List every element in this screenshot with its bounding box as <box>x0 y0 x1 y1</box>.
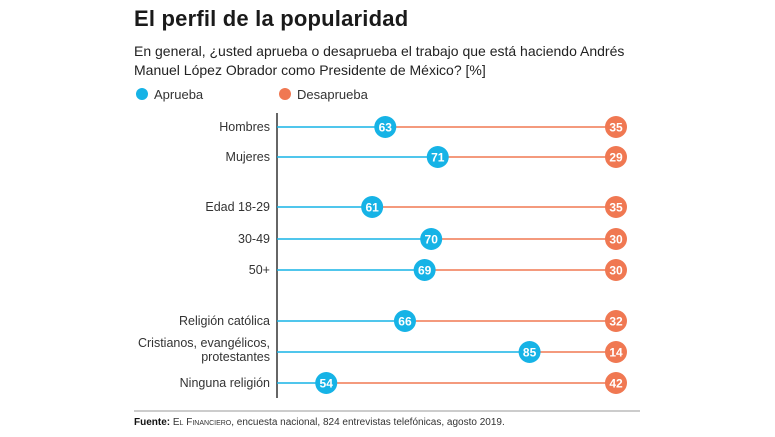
desaprueba-value-label: 42 <box>609 377 623 391</box>
category-label: Cristianos, evangélicos, protestantes <box>138 336 270 364</box>
desaprueba-dot <box>605 146 627 168</box>
desaprueba-dot <box>605 116 627 138</box>
aprueba-dot <box>393 310 416 332</box>
aprueba-dot <box>361 196 384 218</box>
aprueba-value-label: 71 <box>431 151 445 165</box>
source-label: Fuente: <box>134 417 171 428</box>
aprueba-dot <box>413 259 436 281</box>
category-label: 50+ <box>249 263 270 277</box>
aprueba-dot <box>518 341 541 363</box>
legend-swatch-aprueba <box>136 88 148 100</box>
legend-label-desaprueba: Desaprueba <box>297 87 369 102</box>
aprueba-dot <box>426 146 449 168</box>
aprueba-value-label: 69 <box>418 264 432 278</box>
chart-title: El perfil de la popularidad <box>134 6 409 31</box>
desaprueba-value-label: 35 <box>609 121 623 135</box>
aprueba-value-label: 54 <box>320 377 334 391</box>
desaprueba-dot <box>605 372 627 394</box>
category-label: Mujeres <box>226 150 270 164</box>
aprueba-dot <box>315 372 338 394</box>
desaprueba-value-label: 14 <box>609 346 623 360</box>
aprueba-dot <box>374 116 397 138</box>
category-label: Religión católica <box>179 314 270 328</box>
desaprueba-dot <box>605 259 627 281</box>
aprueba-dot <box>420 228 443 250</box>
category-label: 30-49 <box>238 232 270 246</box>
desaprueba-value-label: 29 <box>609 151 623 165</box>
desaprueba-dot <box>605 196 627 218</box>
aprueba-value-label: 70 <box>425 233 439 247</box>
desaprueba-value-label: 32 <box>609 315 623 329</box>
aprueba-value-label: 85 <box>523 346 537 360</box>
desaprueba-value-label: 30 <box>609 233 623 247</box>
category-label: Ninguna religión <box>180 376 270 390</box>
chart-subtitle: En general, ¿usted aprueba o desaprueba … <box>134 43 625 78</box>
desaprueba-dot <box>605 341 627 363</box>
source-outlet: El Financiero <box>172 417 232 428</box>
legend-swatch-desaprueba <box>279 88 291 100</box>
source-note: Fuente: El Financiero, encuesta nacional… <box>134 417 505 428</box>
desaprueba-dot <box>605 310 627 332</box>
desaprueba-value-label: 35 <box>609 201 623 215</box>
desaprueba-value-label: 30 <box>609 264 623 278</box>
legend-label-aprueba: Aprueba <box>154 87 204 102</box>
aprueba-value-label: 66 <box>398 315 412 329</box>
source-text: , encuesta nacional, 824 entrevistas tel… <box>231 417 505 428</box>
aprueba-value-label: 61 <box>365 201 379 215</box>
desaprueba-dot <box>605 228 627 250</box>
aprueba-value-label: 63 <box>379 121 393 135</box>
category-label: Hombres <box>219 120 270 134</box>
category-label: Edad 18-29 <box>205 200 270 214</box>
